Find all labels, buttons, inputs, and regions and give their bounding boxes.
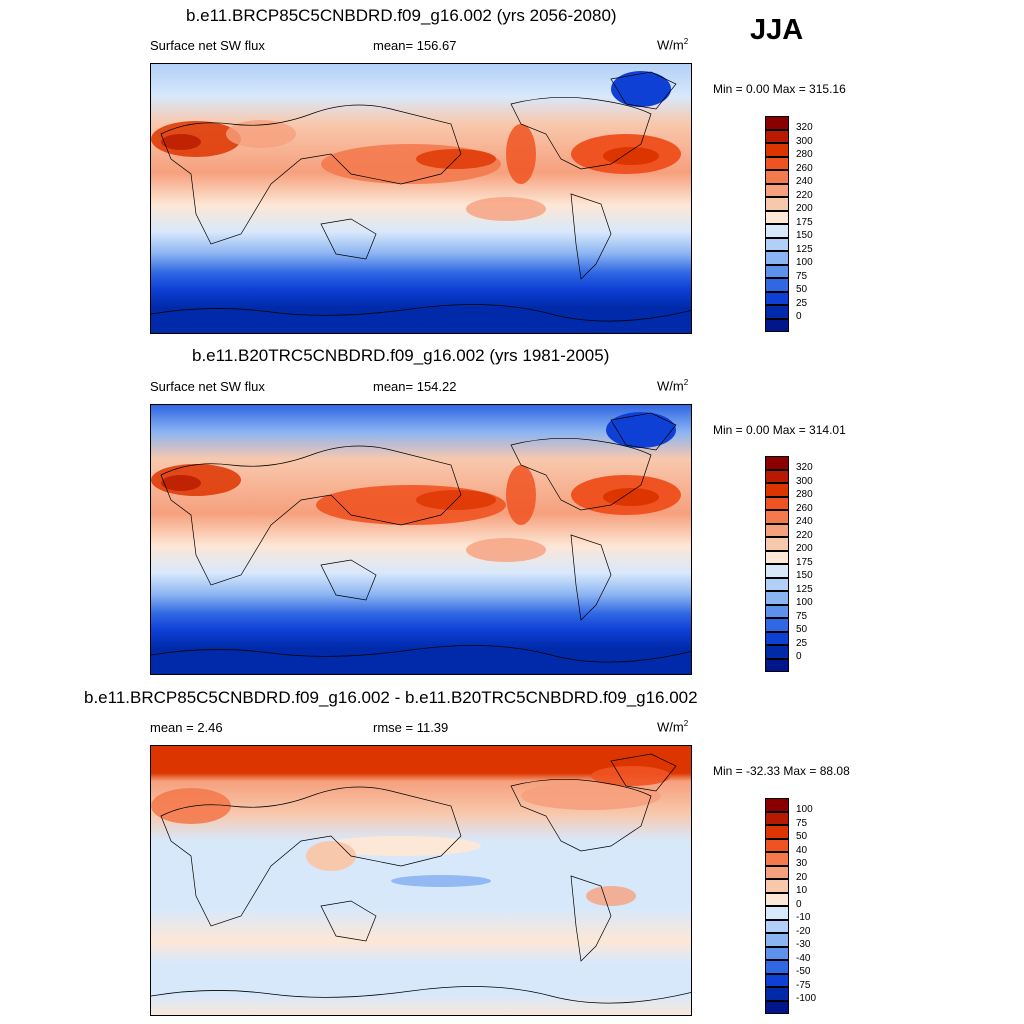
- panel2-colorbar: [765, 456, 789, 672]
- cbar-tick: -50: [796, 966, 811, 977]
- cbar-tick: 20: [796, 871, 808, 883]
- cbar-tick: 75: [796, 610, 808, 622]
- cbar-tick: 30: [796, 858, 808, 869]
- cbar-tick: 240: [796, 176, 813, 187]
- panel2-title: b.e11.B20TRC5CNBDRD.f09_g16.002 (yrs 198…: [192, 346, 610, 365]
- cbar-tick: 40: [796, 844, 808, 856]
- panel3-units: W/m2: [657, 719, 689, 735]
- panel1-variable-label: Surface net SW flux: [150, 38, 265, 53]
- cbar-tick: 75: [796, 817, 808, 829]
- cbar-tick: 50: [796, 624, 808, 635]
- cbar-tick: 10: [796, 885, 808, 896]
- cbar-tick: -100: [796, 993, 817, 1004]
- cbar-tick: 260: [796, 162, 813, 174]
- cbar-tick: 220: [796, 189, 813, 201]
- panel3-colorbar: [765, 798, 789, 1014]
- cbar-tick: 150: [796, 570, 813, 581]
- cbar-tick: 75: [796, 270, 808, 282]
- cbar-tick: -75: [796, 979, 811, 991]
- cbar-tick: 300: [796, 135, 813, 147]
- cbar-tick: 125: [796, 583, 813, 595]
- panel3-mean-label: mean = 2.46: [150, 720, 223, 735]
- cbar-tick: 320: [796, 462, 813, 473]
- cbar-tick: 50: [796, 831, 808, 842]
- cbar-tick: 0: [796, 898, 802, 910]
- panel1-title: b.e11.BRCP85C5CNBDRD.f09_g16.002 (yrs 20…: [186, 6, 617, 25]
- cbar-tick: 320: [796, 122, 813, 133]
- cbar-tick: 25: [796, 637, 808, 649]
- cbar-tick: 200: [796, 543, 813, 554]
- cbar-tick: 260: [796, 502, 813, 514]
- panel2-minmax: Min = 0.00 Max = 314.01: [713, 423, 846, 437]
- cbar-tick: 50: [796, 284, 808, 295]
- cbar-tick: 100: [796, 257, 813, 268]
- cbar-tick: -40: [796, 952, 811, 964]
- panel3-minmax: Min = -32.33 Max = 88.08: [713, 764, 850, 778]
- panel2-units: W/m2: [657, 378, 689, 394]
- panel3-rmse-label: rmse = 11.39: [373, 720, 449, 735]
- panel2-mean-label: mean= 154.22: [373, 379, 457, 394]
- cbar-tick: 280: [796, 489, 813, 500]
- cbar-tick: 150: [796, 230, 813, 241]
- cbar-tick: 0: [796, 311, 802, 322]
- panel1-mean-label: mean= 156.67: [373, 38, 457, 53]
- panel3-title: b.e11.BRCP85C5CNBDRD.f09_g16.002 - b.e11…: [84, 688, 698, 707]
- panel1-colorbar: [765, 116, 789, 332]
- cbar-tick: 175: [796, 556, 813, 568]
- cbar-tick: 220: [796, 529, 813, 541]
- panel2-map: [150, 404, 692, 675]
- cbar-tick: 240: [796, 516, 813, 527]
- panel2-variable-label: Surface net SW flux: [150, 379, 265, 394]
- cbar-tick: 125: [796, 243, 813, 255]
- cbar-tick: -10: [796, 912, 811, 923]
- panel3-map: [150, 745, 692, 1016]
- cbar-tick: 100: [796, 804, 813, 815]
- panel1-minmax: Min = 0.00 Max = 315.16: [713, 82, 846, 96]
- panel1-units: W/m2: [657, 37, 689, 53]
- panel1-map: [150, 63, 692, 334]
- cbar-tick: -30: [796, 939, 811, 950]
- cbar-tick: 175: [796, 216, 813, 228]
- cbar-tick: 280: [796, 149, 813, 160]
- cbar-tick: 0: [796, 651, 802, 662]
- season-label: JJA: [750, 14, 804, 46]
- cbar-tick: 100: [796, 597, 813, 608]
- cbar-tick: 200: [796, 203, 813, 214]
- cbar-tick: 300: [796, 475, 813, 487]
- cbar-tick: 25: [796, 297, 808, 309]
- cbar-tick: -20: [796, 925, 811, 937]
